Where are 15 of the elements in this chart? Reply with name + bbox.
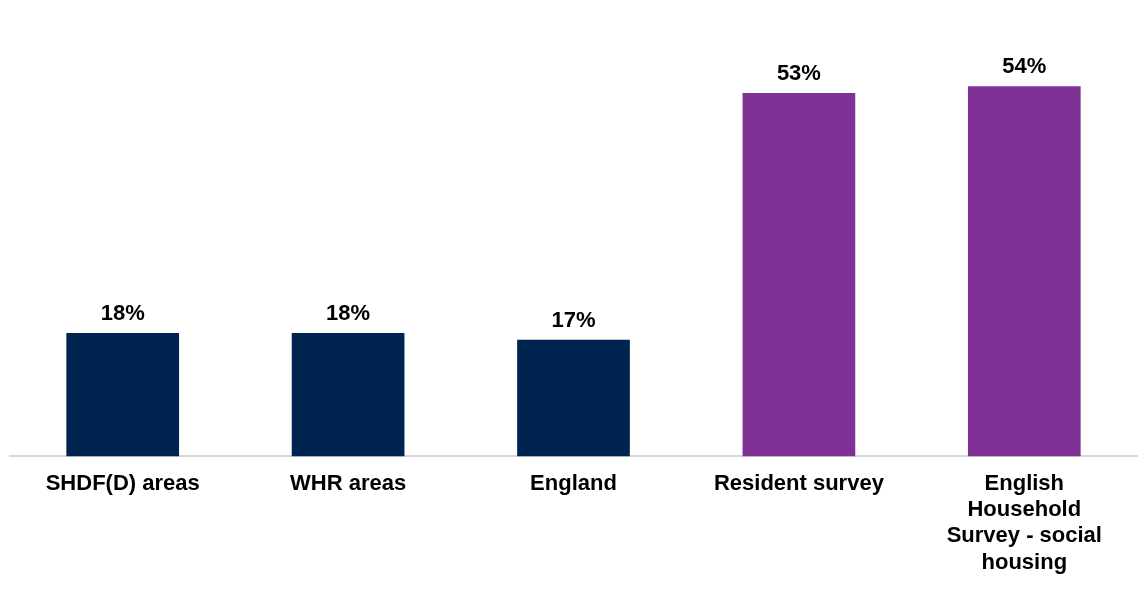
x-tick-label: Resident survey <box>713 469 885 495</box>
x-tick-label: WHR areas <box>290 469 407 495</box>
data-label: 53% <box>776 60 821 86</box>
bar <box>66 332 180 457</box>
bar <box>517 339 630 457</box>
x-tick-label: SHDF(D) areas <box>45 469 200 495</box>
x-tick-label: England <box>530 469 617 495</box>
data-label: 54% <box>1002 53 1047 79</box>
bar <box>291 332 405 457</box>
data-label: 17% <box>551 306 596 332</box>
data-label: 18% <box>100 300 145 326</box>
bar <box>742 93 856 457</box>
bar <box>967 86 1081 457</box>
data-label: 18% <box>326 300 371 326</box>
x-tick-label: English Household Survey - social housing <box>946 469 1102 574</box>
